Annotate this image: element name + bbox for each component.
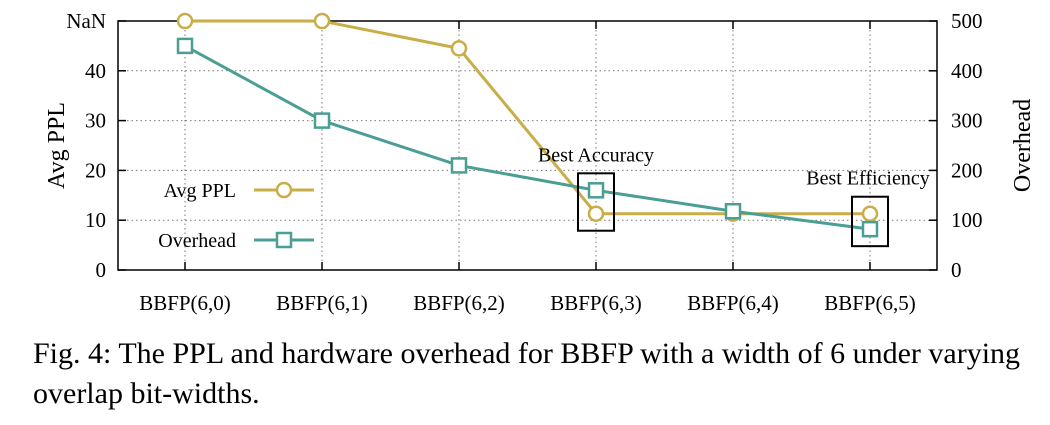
left-tick-label: 0 (96, 258, 107, 282)
figure-caption: Fig. 4: The PPL and hardware overhead fo… (33, 337, 1021, 410)
right-tick-label: 300 (951, 109, 983, 133)
legend-label: Avg PPL (164, 180, 236, 202)
left-tick-label: 20 (85, 158, 106, 182)
right-tick-label: 400 (951, 59, 983, 83)
y-left-axis-title: Avg PPL (44, 102, 70, 189)
data-point (176, 37, 194, 55)
highlight-box (851, 195, 889, 248)
legend-label: Overhead (158, 230, 236, 252)
left-tick-label: NaN (66, 9, 106, 33)
data-point (450, 157, 468, 174)
data-point (861, 220, 879, 238)
right-tick-label: 0 (951, 258, 962, 282)
annotation-label: Best Efficiency (806, 168, 929, 190)
grid (118, 21, 937, 270)
series (176, 12, 879, 238)
data-point (587, 205, 605, 222)
y-right-axis-title: Overhead (1010, 99, 1036, 192)
data-point (313, 112, 331, 129)
left-tick-label: 40 (85, 59, 106, 83)
x-tick-label: BBFP(6,3) (550, 291, 642, 315)
highlight-box (577, 172, 615, 232)
data-point (861, 205, 879, 222)
plot-frame (117, 20, 938, 271)
ppl-overhead-chart: Avg PPL Overhead 0 10 20 30 40 NaN 0 100 200 300 40… (44, 9, 1036, 315)
right-tick-label: 100 (951, 208, 983, 232)
right-tick-label: 500 (951, 9, 983, 33)
x-tick-label: BBFP(6,2) (413, 291, 505, 315)
axes: Avg PPL Overhead (44, 20, 1036, 271)
x-tick-label: BBFP(6,4) (687, 291, 779, 315)
x-tick-label: BBFP(6,5) (824, 291, 916, 315)
left-tick-label: 10 (85, 208, 106, 232)
left-tick-label: 30 (85, 109, 106, 133)
x-tick-label: BBFP(6,0) (139, 291, 231, 315)
ticks: 0 10 20 30 40 NaN 0 100 200 300 400 500 BBFP(6,0) BBF… (66, 9, 982, 315)
data-point (275, 181, 293, 199)
annotations: Best Accuracy Best Efficiency (538, 144, 930, 248)
x-tick-label: BBFP(6,1) (276, 291, 368, 315)
data-point (724, 202, 742, 220)
data-point (587, 182, 605, 199)
right-tick-label: 200 (951, 158, 983, 182)
legend: Avg PPL Overhead (158, 180, 314, 252)
series-line-overhead (184, 44, 871, 231)
annotation-label: Best Accuracy (538, 144, 654, 166)
data-point (313, 12, 331, 30)
data-point (450, 40, 468, 57)
data-point (275, 231, 293, 249)
data-point (176, 12, 194, 30)
